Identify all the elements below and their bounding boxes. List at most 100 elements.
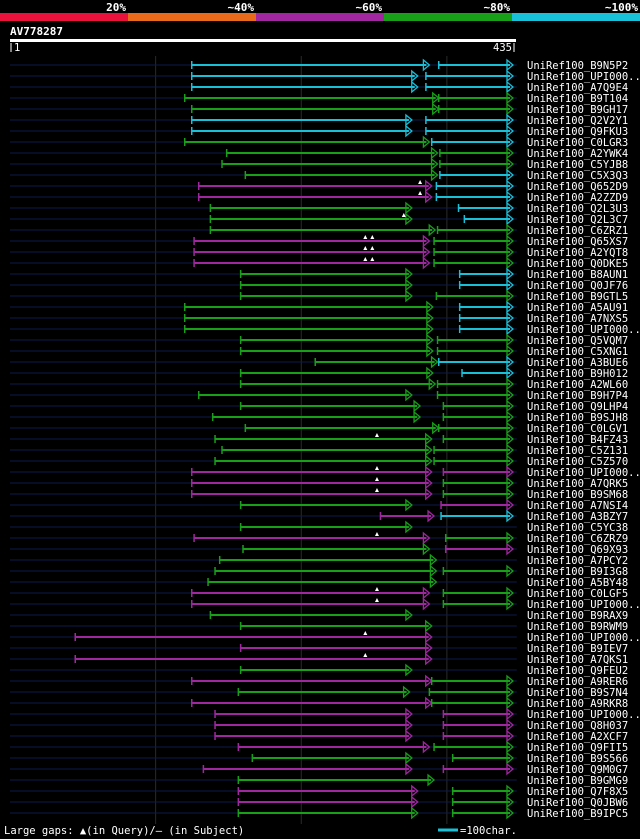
hit-label[interactable]: UniRef100_Q0JF76 <box>527 280 628 292</box>
hit-label[interactable]: UniRef100_C5Z570 <box>527 456 628 468</box>
hit-row[interactable]: UniRef100_Q2L3C7 <box>10 212 628 226</box>
hit-label[interactable]: UniRef100_A7Q9E4 <box>527 82 628 94</box>
hit-label[interactable]: UniRef100_A5AU91 <box>527 302 628 314</box>
hit-label[interactable]: UniRef100_Q9M0G7 <box>527 764 628 776</box>
hit-label[interactable]: UniRef100_C0LGF5 <box>527 588 628 600</box>
hit-row[interactable]: UniRef100_B9N5P2 <box>10 58 628 72</box>
hit-row[interactable]: UniRef100_B9SJH8 <box>10 410 628 424</box>
hit-row[interactable]: UniRef100_B9IPC5 <box>10 806 628 820</box>
hit-label[interactable]: UniRef100_B9S566 <box>527 753 628 765</box>
hit-row[interactable]: UniRef100_A2XCF7 <box>10 729 628 743</box>
hit-row[interactable]: UniRef100_UPI000.. <box>10 465 640 479</box>
hit-row[interactable]: UniRef100_B9RAX9 <box>10 608 628 622</box>
hit-row[interactable]: UniRef100_Q65XS7 <box>10 234 628 248</box>
hit-row[interactable]: UniRef100_Q9FII5 <box>10 740 628 754</box>
hit-row[interactable]: UniRef100_A5AU91 <box>10 300 628 314</box>
hit-label[interactable]: UniRef100_B9SJH8 <box>527 412 628 424</box>
hit-row[interactable]: UniRef100_C5Z570 <box>10 454 628 468</box>
hit-label[interactable]: UniRef100_Q9FKU3 <box>527 126 628 138</box>
hit-label[interactable]: UniRef100_C6ZRZ9 <box>527 533 628 545</box>
hit-row[interactable]: UniRef100_UPI000.. <box>10 707 640 721</box>
hit-row[interactable]: UniRef100_Q0JBW6 <box>10 795 628 809</box>
hit-row[interactable]: UniRef100_C0LGF5 <box>10 586 628 600</box>
hit-label[interactable]: UniRef100_UPI000.. <box>527 324 640 336</box>
hit-label[interactable]: UniRef100_A2YWK4 <box>527 148 628 160</box>
hit-label[interactable]: UniRef100_B9H012 <box>527 368 628 380</box>
hit-row[interactable]: UniRef100_UPI000.. <box>10 69 640 83</box>
hit-row[interactable]: UniRef100_A2ZZD9 <box>10 190 628 204</box>
hit-label[interactable]: UniRef100_Q9LHP4 <box>527 401 628 413</box>
hit-row[interactable]: UniRef100_A3BZY7 <box>10 509 628 523</box>
hit-label[interactable]: UniRef100_B9S7N4 <box>527 687 628 699</box>
hit-row[interactable]: UniRef100_A7QKS1 <box>10 652 628 666</box>
hit-label[interactable]: UniRef100_A7NSI4 <box>527 500 628 512</box>
hit-label[interactable]: UniRef100_C5Z131 <box>527 445 628 457</box>
hit-label[interactable]: UniRef100_C0LGV1 <box>527 423 628 435</box>
hit-row[interactable]: UniRef100_A5BY48 <box>10 575 628 589</box>
hit-row[interactable]: UniRef100_Q652D9 <box>10 179 628 193</box>
hit-label[interactable]: UniRef100_A3BUE6 <box>527 357 628 369</box>
hit-row[interactable]: UniRef100_C5X3Q3 <box>10 168 628 182</box>
hit-label[interactable]: UniRef100_B9GH17 <box>527 104 628 116</box>
hit-row[interactable]: UniRef100_C6ZRZ1 <box>10 223 628 237</box>
hit-row[interactable]: UniRef100_A7NXS5 <box>10 311 628 325</box>
hit-row[interactable]: UniRef100_B9H012 <box>10 366 628 380</box>
hit-label[interactable]: UniRef100_C0LGR3 <box>527 137 628 149</box>
hit-row[interactable]: UniRef100_Q5VQM7 <box>10 333 628 347</box>
hit-row[interactable]: UniRef100_A7PCY2 <box>10 553 628 567</box>
hit-row[interactable]: UniRef100_A9RER6 <box>10 674 628 688</box>
hit-label[interactable]: UniRef100_C5YJB8 <box>527 159 628 171</box>
hit-label[interactable]: UniRef100_Q5VQM7 <box>527 335 628 347</box>
hit-row[interactable]: UniRef100_Q0DKE5 <box>10 256 628 270</box>
hit-row[interactable]: UniRef100_UPI000.. <box>10 322 640 336</box>
hit-row[interactable]: UniRef100_A2YQT8 <box>10 245 628 259</box>
hit-row[interactable]: UniRef100_B9GTL5 <box>10 289 628 303</box>
hit-label[interactable]: UniRef100_Q0JBW6 <box>527 797 628 809</box>
hit-label[interactable]: UniRef100_Q65XS7 <box>527 236 628 248</box>
hit-label[interactable]: UniRef100_B9IPC5 <box>527 808 628 820</box>
hit-label[interactable]: UniRef100_B9H7P4 <box>527 390 628 402</box>
hit-label[interactable]: UniRef100_B9RAX9 <box>527 610 628 622</box>
hit-label[interactable]: UniRef100_A3BZY7 <box>527 511 628 523</box>
hit-row[interactable]: UniRef100_A3BUE6 <box>10 355 628 369</box>
hit-row[interactable]: UniRef100_B9SM68 <box>10 487 628 501</box>
hit-label[interactable]: UniRef100_Q2L3U3 <box>527 203 628 215</box>
hit-label[interactable]: UniRef100_A7PCY2 <box>527 555 628 567</box>
hit-row[interactable]: UniRef100_C0LGR3 <box>10 135 628 149</box>
hit-label[interactable]: UniRef100_Q2L3C7 <box>527 214 628 226</box>
hit-row[interactable]: UniRef100_Q2L3U3 <box>10 201 628 215</box>
hit-label[interactable]: UniRef100_A9RER6 <box>527 676 628 688</box>
hit-row[interactable]: UniRef100_A2WL60 <box>10 377 628 391</box>
hit-row[interactable]: UniRef100_C6ZRZ9 <box>10 531 628 545</box>
hit-label[interactable]: UniRef100_A9RKR8 <box>527 698 628 710</box>
hit-label[interactable]: UniRef100_Q9FEU2 <box>527 665 628 677</box>
hit-row[interactable]: UniRef100_C5XNG1 <box>10 344 628 358</box>
hit-label[interactable]: UniRef100_C5XNG1 <box>527 346 628 358</box>
hit-row[interactable]: UniRef100_B9I3G8 <box>10 564 628 578</box>
hit-row[interactable]: UniRef100_B4FZ43 <box>10 432 628 446</box>
hit-row[interactable]: UniRef100_C5YC38 <box>10 520 628 534</box>
hit-label[interactable]: UniRef100_C5YC38 <box>527 522 628 534</box>
hit-label[interactable]: UniRef100_A2YQT8 <box>527 247 628 259</box>
hit-label[interactable]: UniRef100_Q0DKE5 <box>527 258 628 270</box>
hit-row[interactable]: UniRef100_Q9LHP4 <box>10 399 628 413</box>
hit-label[interactable]: UniRef100_B9SM68 <box>527 489 628 501</box>
hit-row[interactable]: UniRef100_B9T104 <box>10 91 628 105</box>
hit-row[interactable]: UniRef100_Q8H037 <box>10 718 628 732</box>
hit-label[interactable]: UniRef100_Q2V2Y1 <box>527 115 628 127</box>
hit-label[interactable]: UniRef100_A2WL60 <box>527 379 628 391</box>
hit-row[interactable]: UniRef100_UPI000.. <box>10 597 640 611</box>
hit-row[interactable]: UniRef100_Q2V2Y1 <box>10 113 628 127</box>
hit-label[interactable]: UniRef100_C6ZRZ1 <box>527 225 628 237</box>
hit-label[interactable]: UniRef100_A2ZZD9 <box>527 192 628 204</box>
hit-row[interactable]: UniRef100_B8AUN1 <box>10 267 628 281</box>
hit-row[interactable]: UniRef100_C5YJB8 <box>10 157 628 171</box>
hit-label[interactable]: UniRef100_UPI000.. <box>527 599 640 611</box>
hit-label[interactable]: UniRef100_UPI000.. <box>527 467 640 479</box>
hit-label[interactable]: UniRef100_A7QKS1 <box>527 654 628 666</box>
hit-row[interactable]: UniRef100_Q7F8X5 <box>10 784 628 798</box>
hit-row[interactable]: UniRef100_Q9FKU3 <box>10 124 628 138</box>
hit-row[interactable]: UniRef100_B9H7P4 <box>10 388 628 402</box>
hit-label[interactable]: UniRef100_B9I3G8 <box>527 566 628 578</box>
hit-label[interactable]: UniRef100_C5X3Q3 <box>527 170 628 182</box>
